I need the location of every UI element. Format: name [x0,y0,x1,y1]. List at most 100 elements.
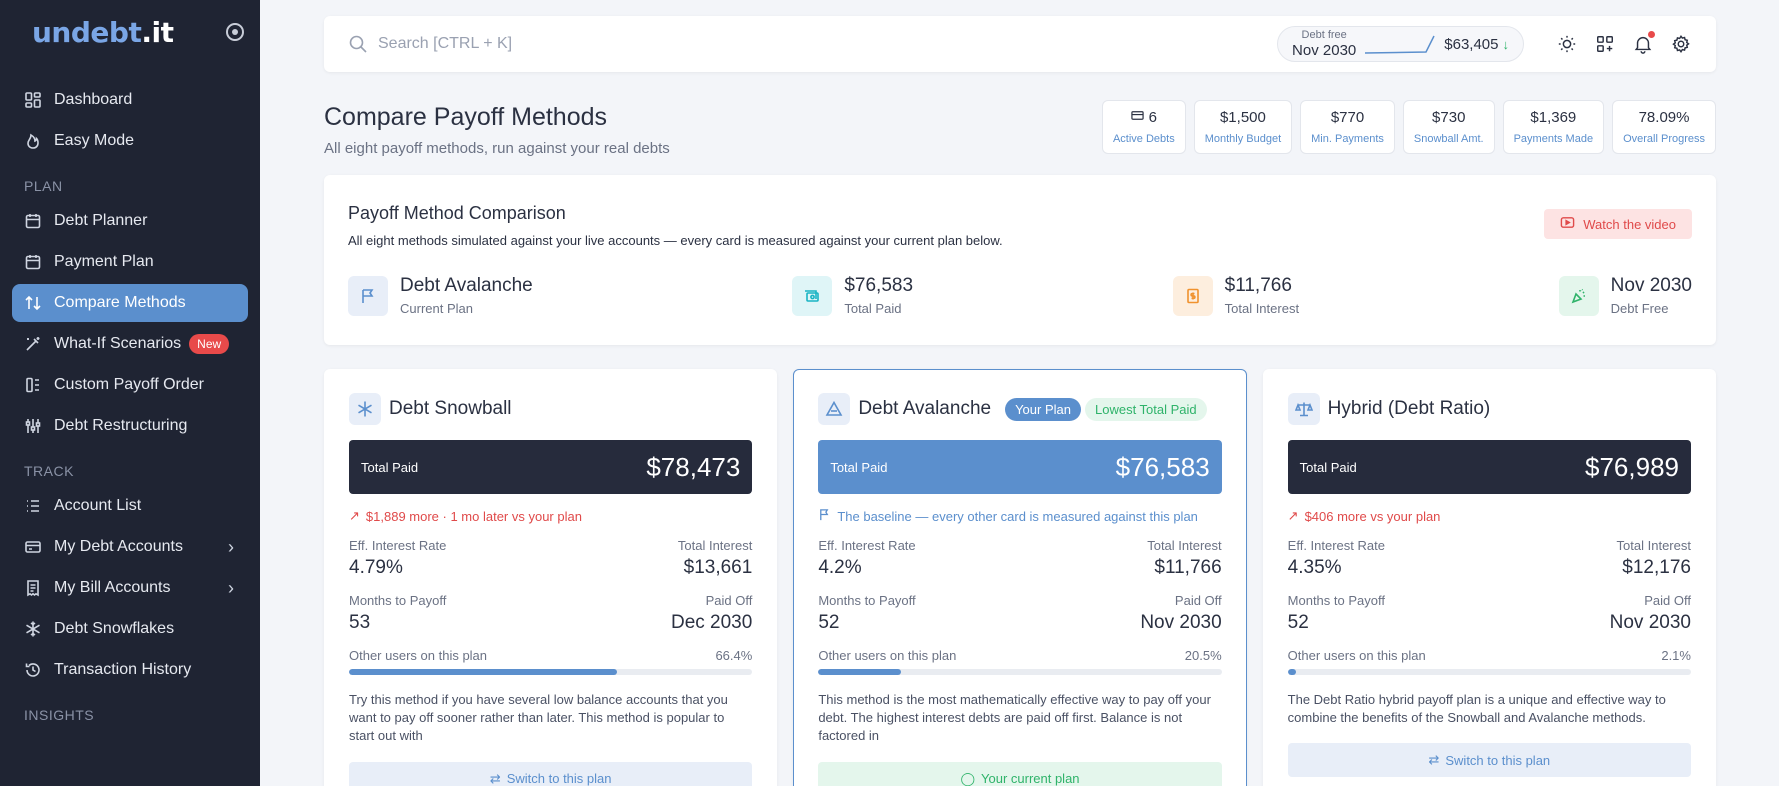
invoice-icon [1172,275,1213,316]
debt-free-date: Nov 2030 [1292,42,1357,59]
card-icon [1130,109,1144,127]
stat-value: 78.09% [1638,109,1690,126]
video-icon [1560,215,1575,233]
users-progress-bar [1287,669,1691,675]
interest-value: $11,766 [1154,557,1222,578]
calendar-icon [24,253,42,271]
sidebar-item-label: Debt Planner [54,212,148,229]
stat-label: Active Debts [1112,133,1175,145]
stat-label: Monthly Budget [1204,133,1282,145]
rate-label: Eff. Interest Rate [349,538,447,553]
sidebar-item-label: Debt Restructuring [54,417,188,434]
sidebar-item-label: My Bill Accounts [54,579,171,596]
bell-icon[interactable] [1632,31,1655,55]
current-plan-button[interactable]: ◯ Your current plan [818,761,1222,786]
stat-overall-progress[interactable]: 78.09% Overall Progress [1612,100,1716,154]
sidebar-item-custom-payoff-order[interactable]: Custom Payoff Order [12,366,248,404]
stat-label: Snowball Amt. [1413,133,1484,145]
sun-icon[interactable] [1556,33,1578,55]
sidebar-item-label: What-If Scenarios [54,335,182,352]
method-card-avalanche: Debt Avalanche Your Plan Lowest Total Pa… [793,369,1247,786]
months-label: Months to Payoff [818,593,916,608]
comparison-title: Payoff Method Comparison [348,203,566,223]
users-label: Other users on this plan [818,648,957,663]
sidebar-item-label: Payment Plan [54,253,154,270]
total-value: $78,473 [646,451,741,482]
months-label: Months to Payoff [1287,593,1385,608]
sidebar-item-label: My Debt Accounts [54,538,183,555]
chevron-right-icon: › [228,577,234,598]
sidebar-item-transaction-history[interactable]: Transaction History [12,651,248,689]
apps-icon[interactable] [1594,33,1616,55]
gear-icon[interactable] [1670,33,1692,55]
top-bar: Debt free Nov 2030 $63,405 ↓ [324,16,1716,72]
sidebar-item-dashboard[interactable]: Dashboard [12,81,248,119]
debt-total: $63,405 [1444,35,1499,53]
stat-active-debts[interactable]: 6 Active Debts [1101,100,1186,154]
watch-video-button[interactable]: Watch the video [1544,209,1692,239]
section-label-plan: PLAN [24,178,63,194]
sidebar-item-my-debt-accounts[interactable]: My Debt Accounts › [12,528,248,566]
sidebar-item-label: Account List [54,497,142,514]
sidebar-item-label: Easy Mode [54,132,135,149]
list-icon [24,497,42,515]
sidebar-item-label: Dashboard [54,91,133,108]
debt-sparkline [1365,35,1435,54]
total-label: Total Paid [361,459,419,475]
paid-off-label: Paid Off [1174,593,1222,608]
sidebar-item-what-if-scenarios[interactable]: What-If Scenarios New [12,325,248,363]
metric-value: $11,766 [1224,275,1292,296]
rate-value: 4.2% [818,557,862,578]
stat-monthly-budget[interactable]: $1,500 Monthly Budget [1193,100,1293,154]
debt-free-summary[interactable]: Debt free Nov 2030 $63,405 ↓ [1277,26,1524,62]
sidebar-item-account-list[interactable]: Account List [12,487,248,525]
sidebar-item-my-bill-accounts[interactable]: My Bill Accounts › [12,569,248,607]
stat-snowball-amount[interactable]: $730 Snowball Amt. [1402,100,1495,154]
months-label: Months to Payoff [349,593,447,608]
total-paid-box: Total Paid $76,989 [1287,440,1691,494]
stat-value: $1,369 [1530,109,1577,126]
search-input[interactable] [378,35,1278,53]
sidebar-item-payment-plan[interactable]: Payment Plan [12,243,248,281]
users-percent: 66.4% [715,648,753,663]
wand-icon [24,335,42,353]
rate-label: Eff. Interest Rate [818,538,916,553]
sidebar-item-debt-planner[interactable]: Debt Planner [12,202,248,240]
interest-label: Total Interest [1616,538,1691,553]
snowflake-icon [24,620,42,638]
sidebar-item-easy-mode[interactable]: Easy Mode [12,122,248,160]
sidebar-item-debt-restructuring[interactable]: Debt Restructuring [12,407,248,445]
months-value: 53 [349,612,371,633]
method-card-snowball: Debt Snowball Total Paid $78,473 ↗ $1,889… [324,369,778,786]
notification-dot [1648,31,1655,38]
metric-total-interest: $11,766 Total Interest [1172,275,1299,316]
switch-icon: ⇄ [1428,752,1440,768]
card-title: Debt Avalanche [858,398,992,419]
stats-row: 6 Active Debts $1,500 Monthly Budget $77… [1101,100,1716,154]
compare-icon [24,294,42,312]
dashboard-icon [24,91,42,109]
switch-plan-button[interactable]: ⇄ Switch to this plan [1287,743,1691,778]
sidebar-item-debt-snowflakes[interactable]: Debt Snowflakes [12,610,248,648]
card-title: Debt Snowball [389,398,512,419]
page-subtitle: All eight payoff methods, run against yo… [324,140,670,157]
stat-min-payments[interactable]: $770 Min. Payments [1300,100,1395,154]
flag-icon [348,275,388,316]
logo[interactable]: undebt.it [32,15,174,49]
receipt-icon [24,579,42,597]
total-label: Total Paid [1299,459,1357,475]
metric-value: $76,583 [844,275,914,296]
trend-up-icon: ↗ [1287,508,1299,523]
stat-payments-made[interactable]: $1,369 Payments Made [1502,100,1605,154]
stat-value: $1,500 [1219,109,1266,126]
sidebar-toggle-icon[interactable] [226,23,244,41]
sidebar-item-compare-methods[interactable]: Compare Methods [12,284,248,322]
lowest-total-badge: Lowest Total Paid [1084,397,1207,421]
chevron-right-icon: › [228,536,234,557]
switch-plan-button[interactable]: ⇄ Switch to this plan [349,761,753,786]
sidebar-item-label: Compare Methods [54,294,186,311]
paid-off-value: Dec 2030 [670,612,753,633]
stat-label: Overall Progress [1623,133,1705,145]
debt-free-label: Debt free [1301,29,1347,41]
metric-debt-free: Nov 2030 Debt Free [1558,275,1692,316]
